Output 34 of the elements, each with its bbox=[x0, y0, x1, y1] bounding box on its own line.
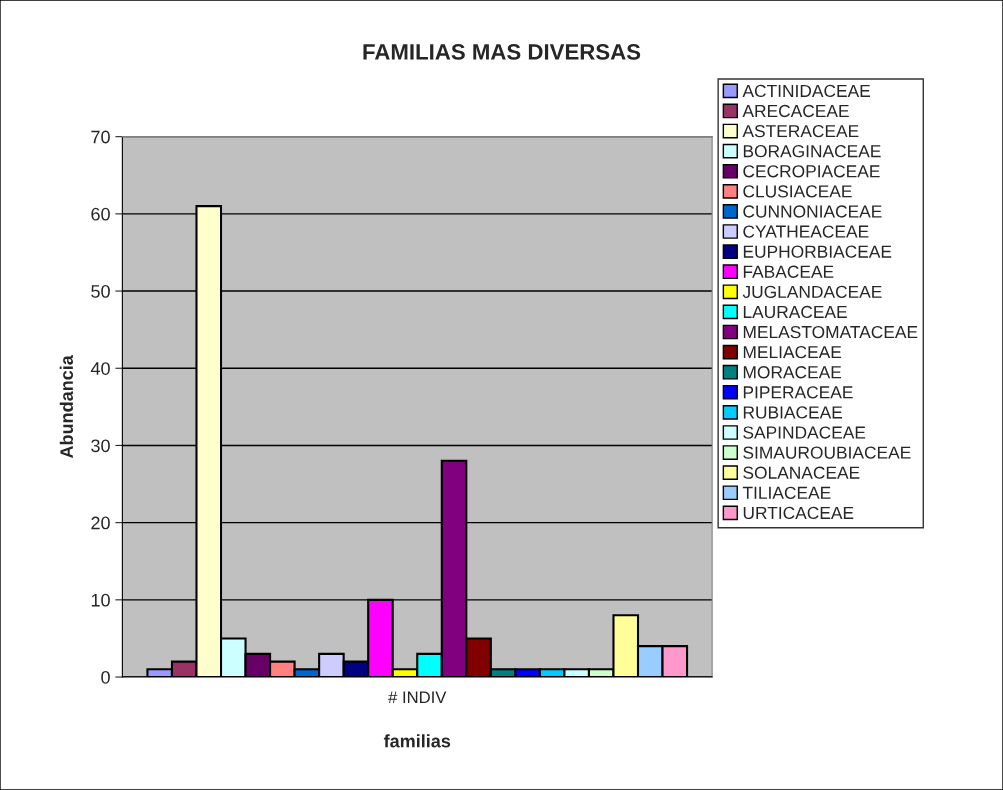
legend-label: EUPHORBIACEAE bbox=[743, 245, 892, 258]
y-tick-label: 0 bbox=[101, 670, 110, 684]
legend-label: CYATHEACEAE bbox=[743, 225, 869, 238]
legend-label: JUGLANDACEAE bbox=[742, 285, 882, 299]
legend-label: URTICACEAE bbox=[743, 506, 854, 520]
y-tick-label: 50 bbox=[91, 284, 110, 298]
x-tick-label: # INDIV bbox=[388, 691, 447, 703]
legend-label: ARECACEAE bbox=[742, 104, 849, 118]
y-axis-title: Abundancia bbox=[59, 355, 74, 459]
legend-label: SAPINDACEAE bbox=[743, 426, 866, 439]
legend-label: FABACEAE bbox=[743, 265, 834, 278]
legend-label: MORACEAE bbox=[743, 366, 842, 379]
legend-label: LAURACEAE bbox=[743, 305, 847, 319]
legend-label: ASTERACEAE bbox=[742, 124, 859, 138]
legend-label: BORAGINACEAE bbox=[743, 145, 881, 158]
legend-label: ACTINIDACEAE bbox=[742, 84, 871, 98]
legend-label: PIPERACEAE bbox=[743, 386, 853, 399]
legend-label: SIMAUROUBIACEAE bbox=[743, 446, 911, 459]
legend-label: CECROPIACEAE bbox=[743, 165, 880, 178]
legend-label: CUNNONIACEAE bbox=[743, 205, 882, 218]
chart-title: FAMILIAS MAS DIVERSAS bbox=[363, 44, 641, 60]
y-tick-label: 40 bbox=[90, 362, 110, 375]
y-tick-label: 30 bbox=[91, 439, 110, 453]
y-tick-label: 60 bbox=[91, 207, 110, 221]
legend-label: MELIACEAE bbox=[743, 346, 842, 359]
x-axis-title: familias bbox=[383, 734, 451, 748]
legend-label: RUBIACEAE bbox=[743, 406, 843, 419]
legend-label: MELASTOMATACEAE bbox=[743, 325, 918, 339]
y-tick-label: 70 bbox=[91, 130, 110, 144]
y-tick-label: 20 bbox=[91, 516, 110, 530]
legend-label: TILIACEAE bbox=[742, 486, 831, 499]
y-tick-label: 10 bbox=[91, 593, 110, 607]
legend-label: SOLANACEAE bbox=[743, 466, 860, 479]
legend-label: CLUSIACEAE bbox=[743, 185, 852, 198]
